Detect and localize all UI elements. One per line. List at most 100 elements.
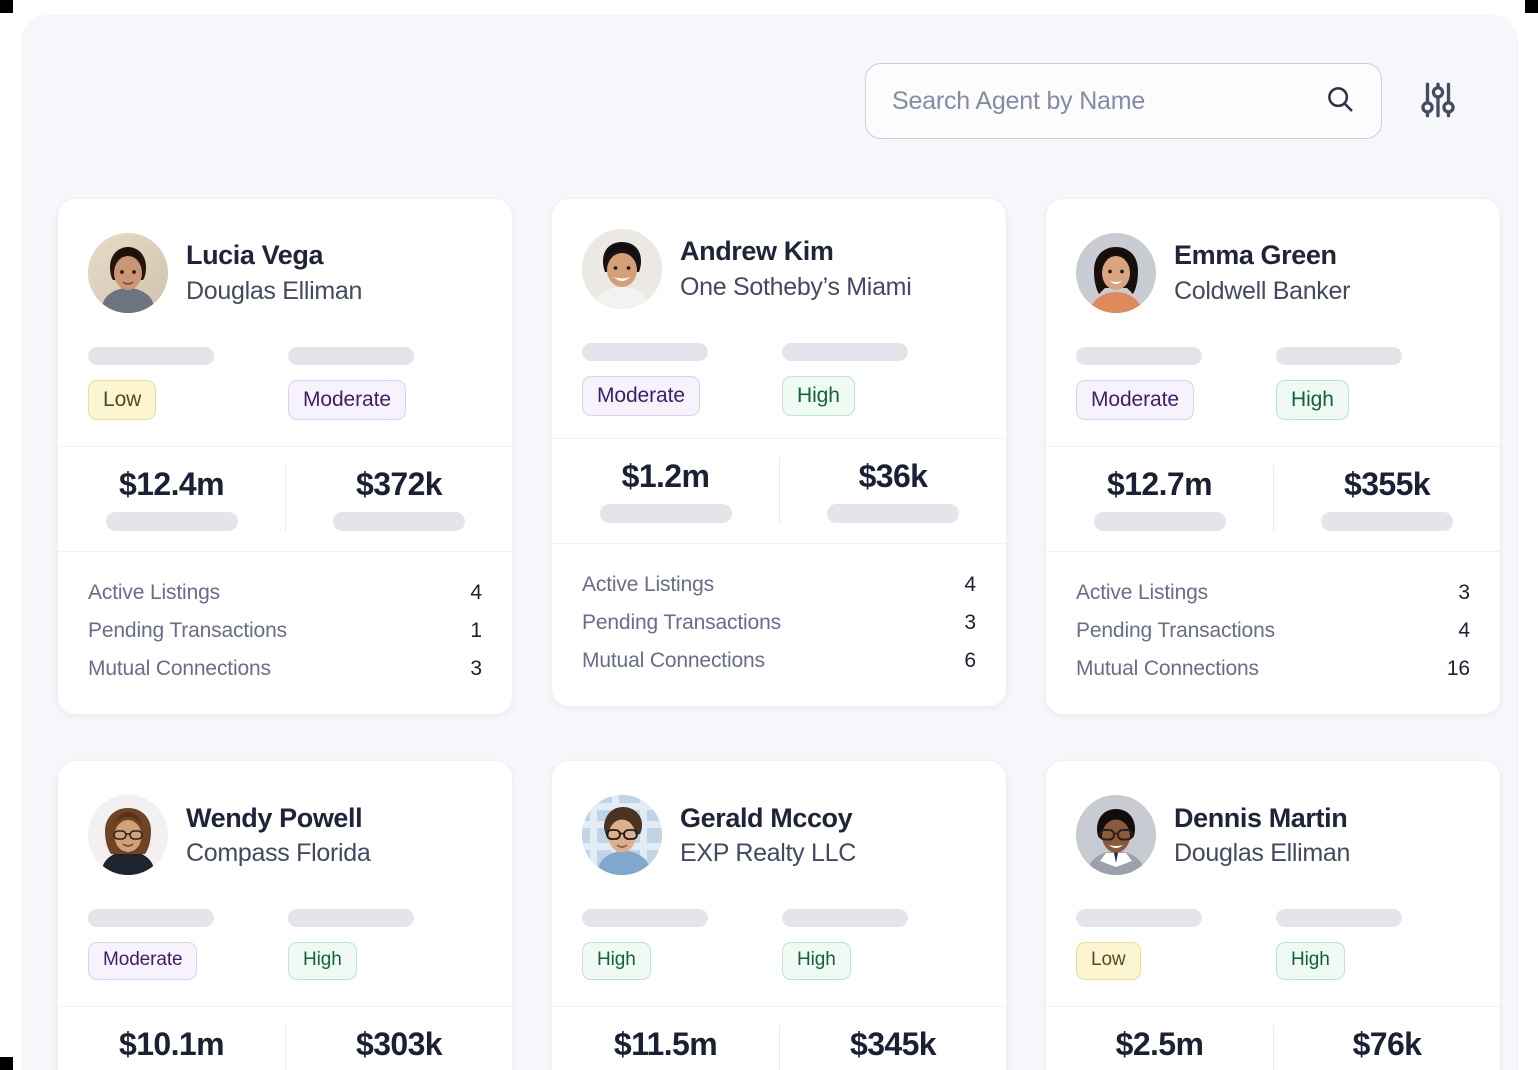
money-cell-right: $345k bbox=[779, 1025, 1006, 1070]
agent-badges-row: Moderate High bbox=[552, 309, 1006, 438]
stat-label: Pending Transactions bbox=[582, 611, 781, 635]
search-input[interactable] bbox=[892, 86, 1315, 116]
stat-row-mutual-connections: Mutual Connections 3 bbox=[88, 650, 482, 688]
skeleton-bar bbox=[582, 343, 708, 361]
badge-column-right: Moderate bbox=[285, 347, 482, 421]
money-cell-right: $303k bbox=[285, 1025, 512, 1070]
avatar-photo-dennis-martin bbox=[1076, 795, 1156, 876]
app-surface: Lucia Vega Douglas Elliman Low Moderate bbox=[21, 15, 1518, 1070]
money-value-left: $11.5m bbox=[613, 1026, 718, 1063]
agent-money-row: $2.5m $76k bbox=[1046, 1006, 1500, 1070]
agent-name: Lucia Vega bbox=[186, 240, 324, 271]
skeleton-bar bbox=[288, 909, 414, 928]
money-value-left: $12.4m bbox=[119, 466, 225, 503]
badge-right: Moderate bbox=[288, 380, 406, 421]
money-cell-right: $355k bbox=[1273, 465, 1500, 532]
badge-left: Moderate bbox=[582, 376, 700, 417]
agent-agency: Douglas Elliman bbox=[186, 276, 363, 305]
agent-identity: Andrew Kim One Sotheby’s Miami bbox=[680, 236, 912, 302]
agent-badges-row: Low High bbox=[1046, 875, 1500, 1006]
avatar-photo-wendy-powell bbox=[88, 795, 168, 876]
agent-card[interactable]: Wendy Powell Compass Florida Moderate Hi… bbox=[57, 760, 513, 1070]
skeleton-bar bbox=[582, 909, 708, 928]
avatar bbox=[1076, 795, 1156, 876]
crop-mark-bottom-left bbox=[0, 1057, 13, 1070]
avatar bbox=[1076, 233, 1156, 313]
agent-stats-list: Active Listings 4 Pending Transactions 3… bbox=[552, 544, 1006, 706]
avatar bbox=[88, 795, 168, 876]
badge-column-left: Low bbox=[88, 347, 285, 421]
skeleton-bar bbox=[1076, 347, 1202, 365]
stat-row-mutual-connections: Mutual Connections 16 bbox=[1076, 650, 1470, 688]
agent-agency: Coldwell Banker bbox=[1174, 276, 1351, 305]
badge-column-right: High bbox=[779, 343, 976, 417]
agent-card-header: Andrew Kim One Sotheby’s Miami bbox=[552, 199, 1006, 309]
avatar-photo-gerald-mccoy bbox=[582, 795, 662, 876]
agent-card[interactable]: Lucia Vega Douglas Elliman Low Moderate bbox=[57, 198, 513, 716]
stat-value: 16 bbox=[1446, 657, 1470, 681]
agent-money-row: $11.5m $345k bbox=[552, 1006, 1006, 1070]
stat-label: Active Listings bbox=[582, 573, 714, 597]
skeleton-bar bbox=[827, 504, 959, 524]
avatar bbox=[582, 229, 662, 309]
money-value-left: $1.2m bbox=[621, 458, 710, 495]
stat-label: Active Listings bbox=[1076, 581, 1208, 605]
agent-identity: Gerald Mccoy EXP Realty LLC bbox=[680, 803, 856, 869]
stat-row-pending-transactions: Pending Transactions 3 bbox=[582, 604, 976, 642]
money-value-right: $303k bbox=[356, 1026, 443, 1063]
filter-sliders-icon bbox=[1417, 79, 1459, 124]
agent-card-header: Emma Green Coldwell Banker bbox=[1046, 199, 1500, 313]
crop-mark-top-left bbox=[0, 0, 13, 13]
skeleton-bar bbox=[599, 504, 732, 524]
stat-value: 4 bbox=[1458, 619, 1470, 643]
agent-card[interactable]: Dennis Martin Douglas Elliman Low High bbox=[1045, 760, 1501, 1070]
badge-left: Low bbox=[1076, 942, 1141, 981]
agent-money-row: $12.4m $372k bbox=[58, 446, 512, 553]
agent-agency: EXP Realty LLC bbox=[680, 839, 856, 868]
agent-card-header: Dennis Martin Douglas Elliman bbox=[1046, 761, 1500, 876]
agent-money-row: $10.1m $303k bbox=[58, 1006, 512, 1070]
agent-card[interactable]: Emma Green Coldwell Banker Moderate High bbox=[1045, 198, 1501, 716]
stat-value: 1 bbox=[470, 619, 482, 643]
badge-column-left: Moderate bbox=[582, 343, 779, 417]
badge-column-right: High bbox=[1273, 909, 1470, 981]
badge-right: High bbox=[782, 376, 855, 417]
stat-label: Pending Transactions bbox=[1076, 619, 1275, 643]
agent-stats-list: Active Listings 3 Pending Transactions 4… bbox=[1046, 552, 1500, 714]
stat-label: Pending Transactions bbox=[88, 619, 287, 643]
money-value-left: $12.7m bbox=[1107, 466, 1213, 503]
agent-stats-list: Active Listings 4 Pending Transactions 1… bbox=[58, 552, 512, 714]
badge-column-left: Low bbox=[1076, 909, 1273, 981]
crop-mark-top-right bbox=[1525, 0, 1538, 13]
filter-button[interactable] bbox=[1410, 63, 1466, 139]
agent-card-grid: Lucia Vega Douglas Elliman Low Moderate bbox=[57, 198, 1501, 1070]
money-cell-left: $2.5m bbox=[1046, 1025, 1273, 1070]
agent-agency: Douglas Elliman bbox=[1174, 839, 1351, 868]
skeleton-bar bbox=[105, 512, 238, 532]
stat-row-pending-transactions: Pending Transactions 4 bbox=[1076, 612, 1470, 650]
skeleton-bar bbox=[1321, 512, 1453, 532]
money-value-right: $345k bbox=[850, 1026, 937, 1063]
agent-name: Andrew Kim bbox=[680, 236, 834, 267]
stat-label: Active Listings bbox=[88, 581, 220, 605]
toolbar bbox=[21, 15, 1518, 185]
search-icon[interactable] bbox=[1325, 84, 1355, 119]
stat-value: 3 bbox=[1458, 581, 1470, 605]
agent-agency: One Sotheby’s Miami bbox=[680, 272, 912, 301]
search-box[interactable] bbox=[865, 63, 1382, 139]
agent-card[interactable]: Andrew Kim One Sotheby’s Miami Moderate … bbox=[551, 198, 1007, 708]
badge-right: High bbox=[1276, 380, 1349, 421]
agent-card-header: Gerald Mccoy EXP Realty LLC bbox=[552, 761, 1006, 876]
agent-agency: Compass Florida bbox=[186, 839, 371, 868]
avatar-photo-andrew-kim bbox=[582, 229, 662, 309]
money-cell-right: $76k bbox=[1273, 1025, 1500, 1070]
badge-column-right: High bbox=[285, 909, 482, 981]
agent-card[interactable]: Gerald Mccoy EXP Realty LLC High High bbox=[551, 760, 1007, 1070]
agent-badges-row: High High bbox=[552, 875, 1006, 1006]
agent-badges-row: Moderate High bbox=[1046, 313, 1500, 446]
badge-left: Moderate bbox=[88, 942, 198, 981]
skeleton-bar bbox=[1093, 512, 1226, 532]
agent-identity: Emma Green Coldwell Banker bbox=[1174, 240, 1350, 306]
badge-column-left: Moderate bbox=[1076, 347, 1273, 421]
